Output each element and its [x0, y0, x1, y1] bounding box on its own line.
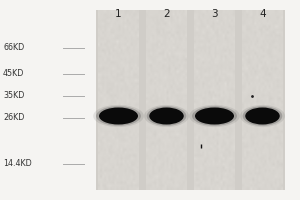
Ellipse shape	[195, 108, 234, 124]
Text: 26KD: 26KD	[3, 114, 24, 122]
Ellipse shape	[96, 106, 141, 126]
Ellipse shape	[245, 108, 280, 124]
Text: 66KD: 66KD	[3, 44, 24, 52]
Ellipse shape	[99, 108, 138, 124]
Ellipse shape	[192, 106, 237, 126]
Ellipse shape	[144, 105, 189, 127]
Ellipse shape	[149, 108, 184, 124]
Bar	[96, 10, 285, 190]
Text: 4: 4	[259, 9, 266, 19]
Ellipse shape	[240, 105, 285, 127]
Bar	[98, 10, 139, 190]
Bar	[146, 10, 187, 190]
Text: 45KD: 45KD	[3, 70, 24, 78]
Text: 1: 1	[115, 9, 122, 19]
Bar	[194, 10, 235, 190]
Text: 3: 3	[211, 9, 218, 19]
Text: 14.4KD: 14.4KD	[3, 160, 32, 168]
Text: 2: 2	[163, 9, 170, 19]
Text: 35KD: 35KD	[3, 92, 24, 100]
Ellipse shape	[93, 105, 144, 127]
Ellipse shape	[147, 106, 186, 126]
Ellipse shape	[189, 105, 240, 127]
Ellipse shape	[243, 106, 282, 126]
Bar	[242, 10, 283, 190]
